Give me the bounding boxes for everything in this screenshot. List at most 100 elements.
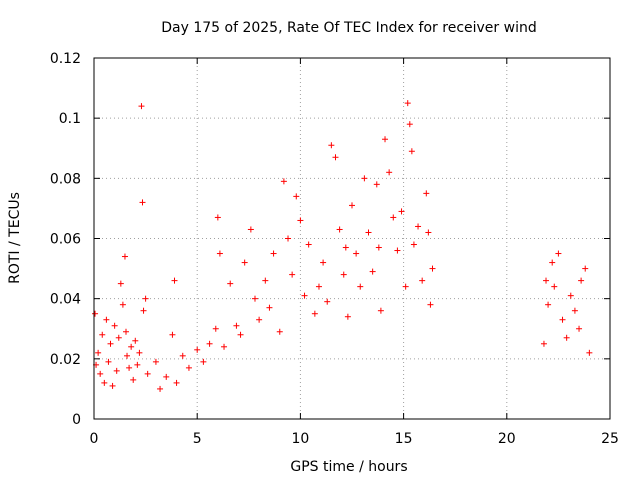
data-point [214, 214, 221, 221]
data-point [95, 349, 102, 356]
data-point [301, 292, 308, 299]
x-tick-label: 25 [601, 431, 619, 447]
data-point [402, 283, 409, 290]
data-point [101, 379, 108, 386]
data-point [200, 358, 207, 365]
data-point [247, 226, 254, 233]
data-point [138, 103, 145, 110]
data-point [126, 364, 133, 371]
data-point [549, 259, 556, 266]
data-point [349, 202, 355, 209]
data-point [171, 277, 178, 284]
grid-lines [94, 58, 610, 419]
x-tick-label: 5 [193, 431, 202, 447]
data-point [571, 307, 578, 314]
data-point [415, 223, 422, 230]
data-point [185, 364, 192, 371]
data-point [227, 280, 234, 287]
data-point [179, 352, 186, 359]
data-point [216, 250, 223, 257]
data-point [293, 193, 300, 200]
data-point [332, 154, 339, 161]
y-tick-label: 0.06 [50, 232, 81, 248]
data-point [567, 292, 574, 299]
y-tick-label: 0.1 [59, 111, 81, 127]
x-tick-label: 10 [291, 431, 309, 447]
data-point [328, 142, 335, 149]
data-point [92, 310, 99, 317]
data-point [586, 349, 593, 356]
data-point [136, 349, 143, 356]
data-point [410, 241, 417, 248]
data-point [320, 259, 327, 266]
data-point [139, 199, 146, 206]
axis-ticks [93, 57, 611, 420]
data-point [140, 307, 147, 314]
data-point [394, 247, 401, 254]
data-point [373, 181, 380, 188]
data-point [157, 385, 164, 392]
data-point [563, 334, 570, 341]
data-point [375, 244, 382, 251]
data-point [121, 253, 128, 260]
data-point [559, 316, 566, 323]
data-point [576, 325, 583, 332]
data-point [132, 337, 139, 344]
data-point [361, 175, 368, 182]
data-point [107, 340, 114, 347]
data-point [103, 316, 110, 323]
data-point [256, 316, 263, 323]
data-point [336, 226, 343, 233]
data-point [315, 283, 322, 290]
data-point [233, 322, 240, 329]
data-point [377, 307, 384, 314]
data-point [289, 271, 296, 278]
data-point [152, 358, 159, 365]
y-tick-labels: 0 0.02 0.04 0.06 0.08 0.1 0.12 [50, 51, 81, 428]
data-point [276, 328, 283, 335]
data-point [406, 121, 413, 128]
data-point [237, 331, 244, 338]
chart-title: Day 175 of 2025, Rate Of TEC Index for r… [161, 20, 536, 36]
data-point [128, 343, 135, 350]
data-point [543, 277, 550, 284]
data-point [382, 136, 389, 143]
y-tick-label: 0.04 [50, 292, 81, 308]
x-tick-label: 0 [90, 431, 99, 447]
data-point [206, 340, 213, 347]
data-point [408, 148, 415, 155]
data-point [105, 358, 112, 365]
data-point [262, 277, 269, 284]
data-point [551, 283, 558, 290]
data-point [173, 379, 180, 386]
data-point [419, 277, 426, 284]
y-tick-label: 0.12 [50, 51, 81, 67]
data-point [427, 301, 434, 308]
data-point [369, 268, 376, 275]
data-point [398, 208, 405, 215]
data-point [124, 352, 131, 359]
data-point [365, 229, 372, 236]
x-tick-label: 20 [498, 431, 516, 447]
data-point [340, 271, 347, 278]
data-point [353, 250, 360, 257]
data-point [311, 310, 318, 317]
data-point [97, 370, 104, 377]
data-point [117, 280, 124, 287]
data-point [342, 244, 349, 251]
data-point [324, 298, 331, 305]
data-point [357, 283, 364, 290]
data-point [119, 301, 126, 308]
data-point [404, 100, 411, 107]
data-point [305, 241, 312, 248]
data-point [545, 301, 552, 308]
data-point [297, 217, 304, 224]
data-point [134, 361, 141, 368]
data-point [540, 340, 547, 347]
data-point [390, 214, 397, 221]
data-point [582, 265, 589, 272]
data-point [266, 304, 273, 311]
data-point [142, 295, 149, 302]
data-point [99, 331, 106, 338]
